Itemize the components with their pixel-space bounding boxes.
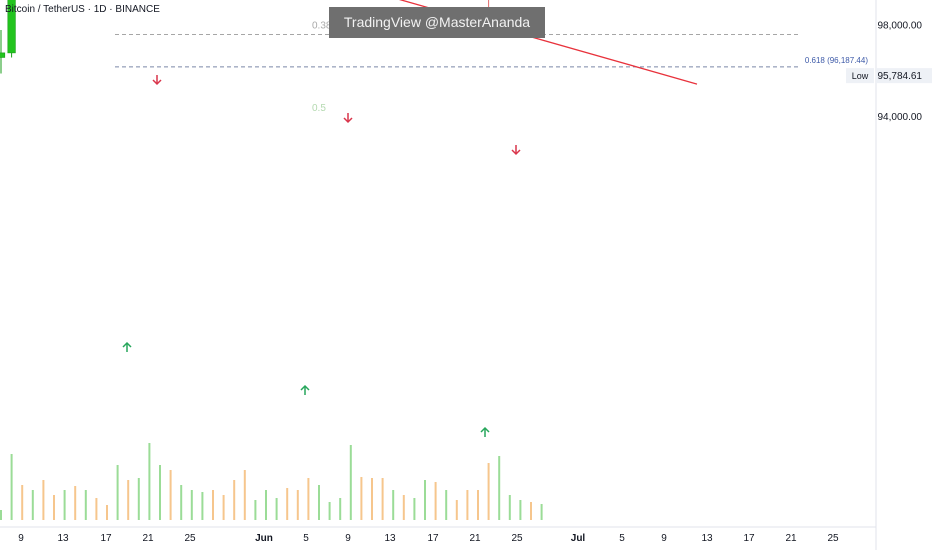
volume-bar xyxy=(286,488,289,520)
candle-body xyxy=(0,52,6,58)
volume-bar xyxy=(63,490,66,520)
time-tick-label: Jun xyxy=(255,533,273,544)
volume-bar xyxy=(339,498,342,520)
buy-arrow-marker xyxy=(300,384,310,395)
volume-bar xyxy=(307,478,310,520)
volume-bar xyxy=(222,495,225,520)
volume-bar xyxy=(254,500,257,520)
volume-bar xyxy=(328,502,331,520)
low-value: 95,784.61 xyxy=(878,71,923,82)
volume-bar xyxy=(371,478,373,520)
time-tick-label: 9 xyxy=(345,533,351,544)
volume-bar xyxy=(243,470,246,520)
volume-bar xyxy=(508,495,511,520)
volume-bar xyxy=(424,480,426,520)
volume-bar xyxy=(296,490,299,520)
volume-bar xyxy=(381,478,384,520)
volume-layer xyxy=(0,443,543,520)
secondary-fib-label: 0.382 xyxy=(312,20,337,31)
time-tick-label: 17 xyxy=(427,533,439,544)
time-tick-label: 25 xyxy=(827,533,839,544)
volume-bar xyxy=(445,490,448,520)
volume-bar xyxy=(487,463,490,520)
volume-bar xyxy=(159,465,161,520)
buy-arrow-marker xyxy=(480,426,490,437)
volume-bar xyxy=(233,480,236,520)
symbol-title: Bitcoin / TetherUS · 1D · BINANCE xyxy=(5,4,160,15)
time-tick-label: 9 xyxy=(18,533,24,544)
time-tick-label: 17 xyxy=(743,533,755,544)
volume-bar xyxy=(106,505,108,520)
volume-bar xyxy=(53,495,55,520)
volume-bar xyxy=(180,485,183,520)
time-tick-label: 25 xyxy=(184,533,196,544)
time-tick-label: 5 xyxy=(303,533,309,544)
candle-body xyxy=(7,0,16,54)
volume-bar xyxy=(127,480,130,520)
volume-bar xyxy=(466,490,469,520)
watermark: TradingView @MasterAnanda xyxy=(329,7,545,38)
volume-bar xyxy=(116,465,119,520)
sell-arrow-marker xyxy=(152,75,162,86)
volume-bar xyxy=(190,490,193,520)
volume-bar xyxy=(392,490,395,520)
price-tick-label: 94,000.00 xyxy=(878,112,923,123)
fib-level-label: 0.618 (96,187.44) xyxy=(805,56,868,65)
lines-layer: 0.786 (109,031.08)0.618 (0.5 (105,090.00… xyxy=(115,0,868,114)
volume-bar xyxy=(498,456,501,520)
volume-bar xyxy=(360,477,363,520)
volume-bar xyxy=(413,498,416,520)
low-value-bg xyxy=(876,68,932,84)
volume-bar xyxy=(402,495,405,520)
volume-bar xyxy=(21,485,24,520)
volume-bar xyxy=(519,500,522,520)
buy-arrow-marker xyxy=(122,341,132,352)
sell-arrow-marker xyxy=(343,113,353,124)
time-tick-label: 25 xyxy=(511,533,523,544)
volume-bar xyxy=(0,510,2,520)
low-label-bg xyxy=(846,68,874,84)
time-tick-label: 9 xyxy=(661,533,667,544)
sell-arrow-marker xyxy=(511,145,521,156)
volume-bar xyxy=(169,470,172,520)
price-axis xyxy=(876,0,932,550)
time-tick-label: 5 xyxy=(619,533,625,544)
volume-bar xyxy=(318,485,320,520)
time-tick-label: 13 xyxy=(57,533,69,544)
volume-bar xyxy=(477,490,479,520)
volume-bar xyxy=(530,502,532,520)
volume-bar xyxy=(201,492,204,520)
secondary-fib-label: 0.5 xyxy=(312,103,326,114)
volume-bar xyxy=(148,443,151,520)
volume-bar xyxy=(275,498,278,520)
time-tick-label: 13 xyxy=(701,533,713,544)
volume-bar xyxy=(10,454,13,520)
low-label: Low xyxy=(852,71,869,81)
time-tick-label: 21 xyxy=(785,533,797,544)
volume-bar xyxy=(84,490,87,520)
volume-bar xyxy=(434,482,437,520)
time-tick-label: 17 xyxy=(100,533,112,544)
volume-bar xyxy=(540,504,543,520)
time-tick-label: 13 xyxy=(384,533,396,544)
volume-bar xyxy=(74,486,77,520)
volume-bar xyxy=(95,498,98,520)
time-tick-label: 21 xyxy=(469,533,481,544)
volume-bar xyxy=(137,478,140,520)
volume-bar xyxy=(265,490,267,520)
markers-layer xyxy=(122,75,521,437)
lower-trendline xyxy=(398,0,698,85)
volume-bar xyxy=(31,490,34,520)
volume-bar xyxy=(212,490,214,520)
price-tick-label: 98,000.00 xyxy=(878,20,923,31)
time-tick-label: 21 xyxy=(142,533,154,544)
volume-bar xyxy=(42,480,45,520)
volume-bar xyxy=(349,445,352,520)
volume-bar xyxy=(455,500,458,520)
candles-layer xyxy=(0,0,490,74)
time-tick-label: Jul xyxy=(571,533,586,544)
